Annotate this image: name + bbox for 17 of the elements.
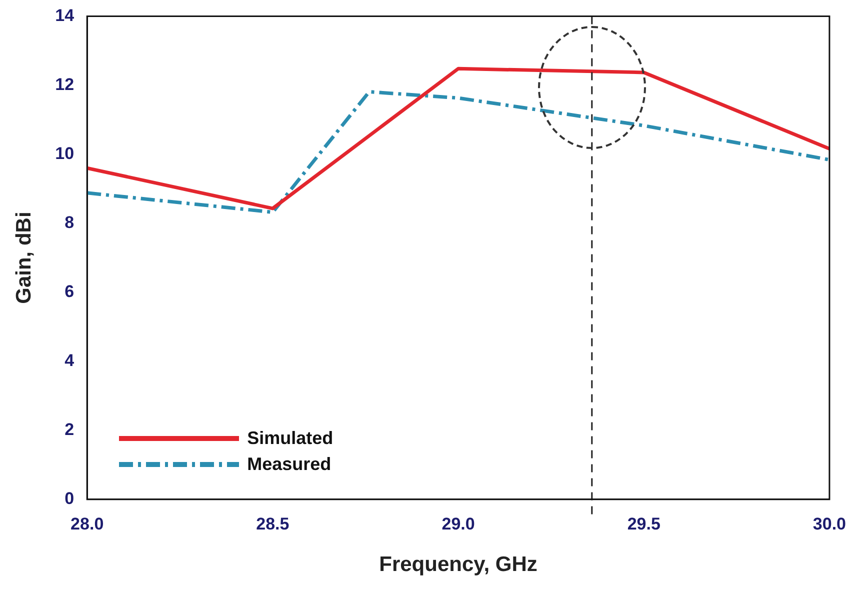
y-tick-label: 4 xyxy=(64,351,75,370)
x-tick-label: 30.0 xyxy=(812,514,846,534)
y-tick-label: 0 xyxy=(64,489,74,508)
x-axis-title: Frequency, GHz xyxy=(379,553,538,576)
y-tick-label: 2 xyxy=(64,420,74,440)
legend-label: Simulated xyxy=(247,427,334,450)
legend-label: Measured xyxy=(247,453,332,476)
y-tick-label: 8 xyxy=(64,212,74,232)
x-tick-label: 28.5 xyxy=(256,514,290,534)
y-tick-label: 12 xyxy=(55,74,74,94)
x-tick-label: 29.0 xyxy=(442,514,475,534)
y-axis-title: Gain, dBi xyxy=(12,212,36,304)
y-tick-label: 14 xyxy=(55,6,75,25)
x-tick-label: 29.5 xyxy=(627,514,660,534)
y-tick-label: 10 xyxy=(55,144,74,163)
y-tick-label: 6 xyxy=(64,282,74,301)
x-tick-label: 28.0 xyxy=(70,514,104,534)
